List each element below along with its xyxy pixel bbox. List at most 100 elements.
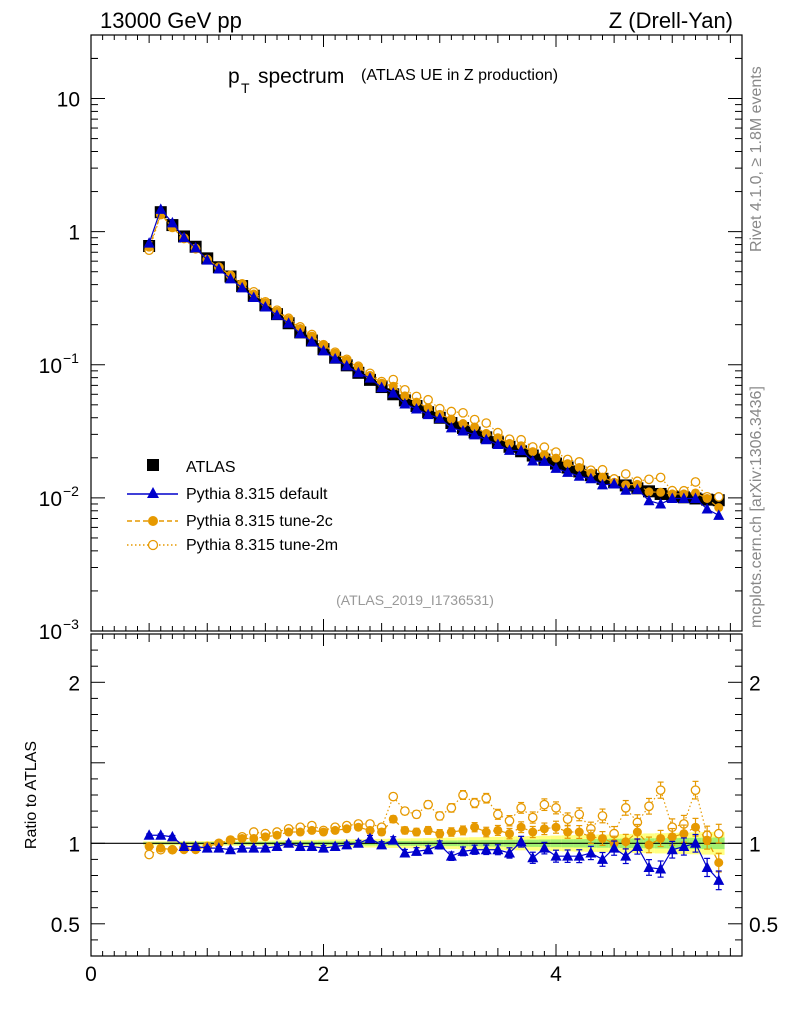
- ratio-point-default: [666, 843, 678, 855]
- mc-point-tune2c: [400, 391, 410, 401]
- y-tick-label-base: 10: [39, 488, 62, 511]
- ratio-point-default: [341, 838, 353, 850]
- ratio-point-default: [294, 840, 306, 852]
- ratio-point-default: [318, 842, 329, 853]
- ratio-point-tune2c: [144, 842, 154, 852]
- ratio-point-tune2c: [586, 832, 596, 842]
- y-tick-label-exponent: −1: [63, 350, 79, 366]
- mc-point-default: [155, 203, 167, 214]
- mc-point-default: [585, 472, 597, 484]
- ratio-point-tune2c: [598, 833, 607, 843]
- ratio-point-tune2c: [446, 827, 456, 837]
- ratio-point-tune2c: [493, 825, 503, 835]
- mc-point-default: [573, 470, 585, 481]
- mc-point-tune2c: [702, 493, 712, 503]
- ratio-point-default: [248, 842, 260, 853]
- ratio-point-default: [678, 840, 690, 852]
- mc-point-default: [376, 381, 388, 393]
- mc-point-tune2m: [423, 394, 433, 405]
- ratio-point-tune2c: [342, 824, 352, 834]
- mc-point-default: [422, 408, 434, 420]
- ratio-point-default: [457, 845, 469, 856]
- ratio-point-default: [225, 843, 236, 855]
- title-p: p: [228, 65, 240, 88]
- ratio-point-tune2m: [655, 785, 666, 796]
- ratio-point-tune2m: [411, 809, 422, 820]
- ratio-point-tune2c: [388, 814, 398, 824]
- ratio-point-default: [166, 830, 178, 842]
- mc-point-tune2m: [446, 406, 457, 417]
- ratio-tick-label-left: 1: [68, 833, 80, 856]
- mc-point-default: [678, 492, 690, 503]
- mc-point-default: [620, 484, 632, 495]
- mc-point-tune2c: [470, 422, 480, 432]
- ratio-point-default: [504, 846, 515, 858]
- legend-marker-default: [147, 487, 159, 498]
- ratio-point-default: [201, 842, 213, 853]
- mc-point-default: [550, 462, 562, 473]
- ratio-point-tune2m: [713, 828, 724, 839]
- ratio-point-tune2c: [632, 827, 642, 837]
- mc-point-default: [248, 291, 260, 302]
- ratio-point-tune2m: [690, 785, 701, 796]
- ratio-point-default: [573, 850, 585, 861]
- ratio-point-tune2c: [330, 825, 340, 835]
- ratio-point-tune2c: [458, 825, 468, 835]
- ratio-point-tune2c: [505, 829, 514, 839]
- ratio-point-tune2c: [307, 825, 317, 835]
- x-tick-label: 4: [550, 963, 562, 986]
- ratio-point-default: [538, 842, 550, 853]
- ratio-point-default: [364, 832, 376, 843]
- mc-point-default: [352, 366, 364, 378]
- ratio-point-tune2c: [644, 840, 654, 850]
- mc-point-tune2m: [458, 407, 468, 418]
- mc-point-default: [690, 492, 701, 503]
- ratio-point-default: [515, 835, 527, 847]
- ratio-point-default: [597, 853, 608, 864]
- ratio-tick-label-left: 2: [68, 672, 80, 695]
- y-tick-label: 10 −1: [39, 350, 80, 378]
- ratio-point-tune2c: [691, 822, 700, 832]
- ratio-point-tune2c: [249, 833, 259, 843]
- mc-point-default: [166, 216, 178, 228]
- ratio-point-tune2m: [539, 799, 550, 810]
- mc-point-default: [225, 272, 236, 284]
- ratio-point-tune2m: [562, 814, 573, 825]
- mc-point-default: [515, 444, 527, 456]
- ratio-point-tune2m: [574, 809, 585, 820]
- mc-point-tune2c: [481, 428, 491, 438]
- ratio-point-tune2c: [702, 835, 712, 845]
- mc-point-default: [306, 335, 318, 347]
- ratio-point-tune2c: [295, 827, 305, 837]
- ratio-point-default: [713, 874, 725, 885]
- ratio-point-tune2c: [284, 827, 294, 837]
- ratio-point-tune2c: [226, 835, 235, 845]
- mc-point-tune2c: [412, 397, 421, 407]
- ratio-point-tune2c: [435, 829, 445, 839]
- ratio-point-tune2m: [481, 793, 492, 804]
- ratio-point-tune2m: [144, 849, 154, 860]
- y-tick-label-exponent: −2: [63, 483, 79, 499]
- ratio-point-tune2c: [365, 825, 375, 835]
- y-tick-label-base: 1: [68, 222, 80, 245]
- ratio-point-default: [562, 850, 574, 861]
- ratio-point-tune2c: [470, 822, 480, 832]
- ratio-point-default: [434, 838, 446, 850]
- ratio-tick-label-right: 0.5: [749, 914, 778, 937]
- mc-point-default: [631, 483, 643, 494]
- ratio-point-tune2c: [423, 825, 433, 835]
- ratio-point-default: [631, 840, 643, 852]
- ratio-point-tune2c: [574, 827, 584, 837]
- ratio-point-default: [492, 843, 504, 855]
- ratio-point-tune2m: [597, 811, 608, 821]
- ratio-point-default: [387, 834, 399, 845]
- ratio-point-default: [480, 843, 492, 855]
- ratio-point-tune2c: [260, 832, 270, 842]
- mc-point-default: [469, 428, 481, 440]
- ratio-point-tune2c: [714, 858, 724, 868]
- ratio-point-default: [550, 850, 562, 861]
- mc-point-default: [283, 317, 295, 328]
- mc-point-default: [608, 478, 620, 489]
- ratio-point-default: [271, 840, 283, 852]
- mc-point-default: [143, 237, 155, 248]
